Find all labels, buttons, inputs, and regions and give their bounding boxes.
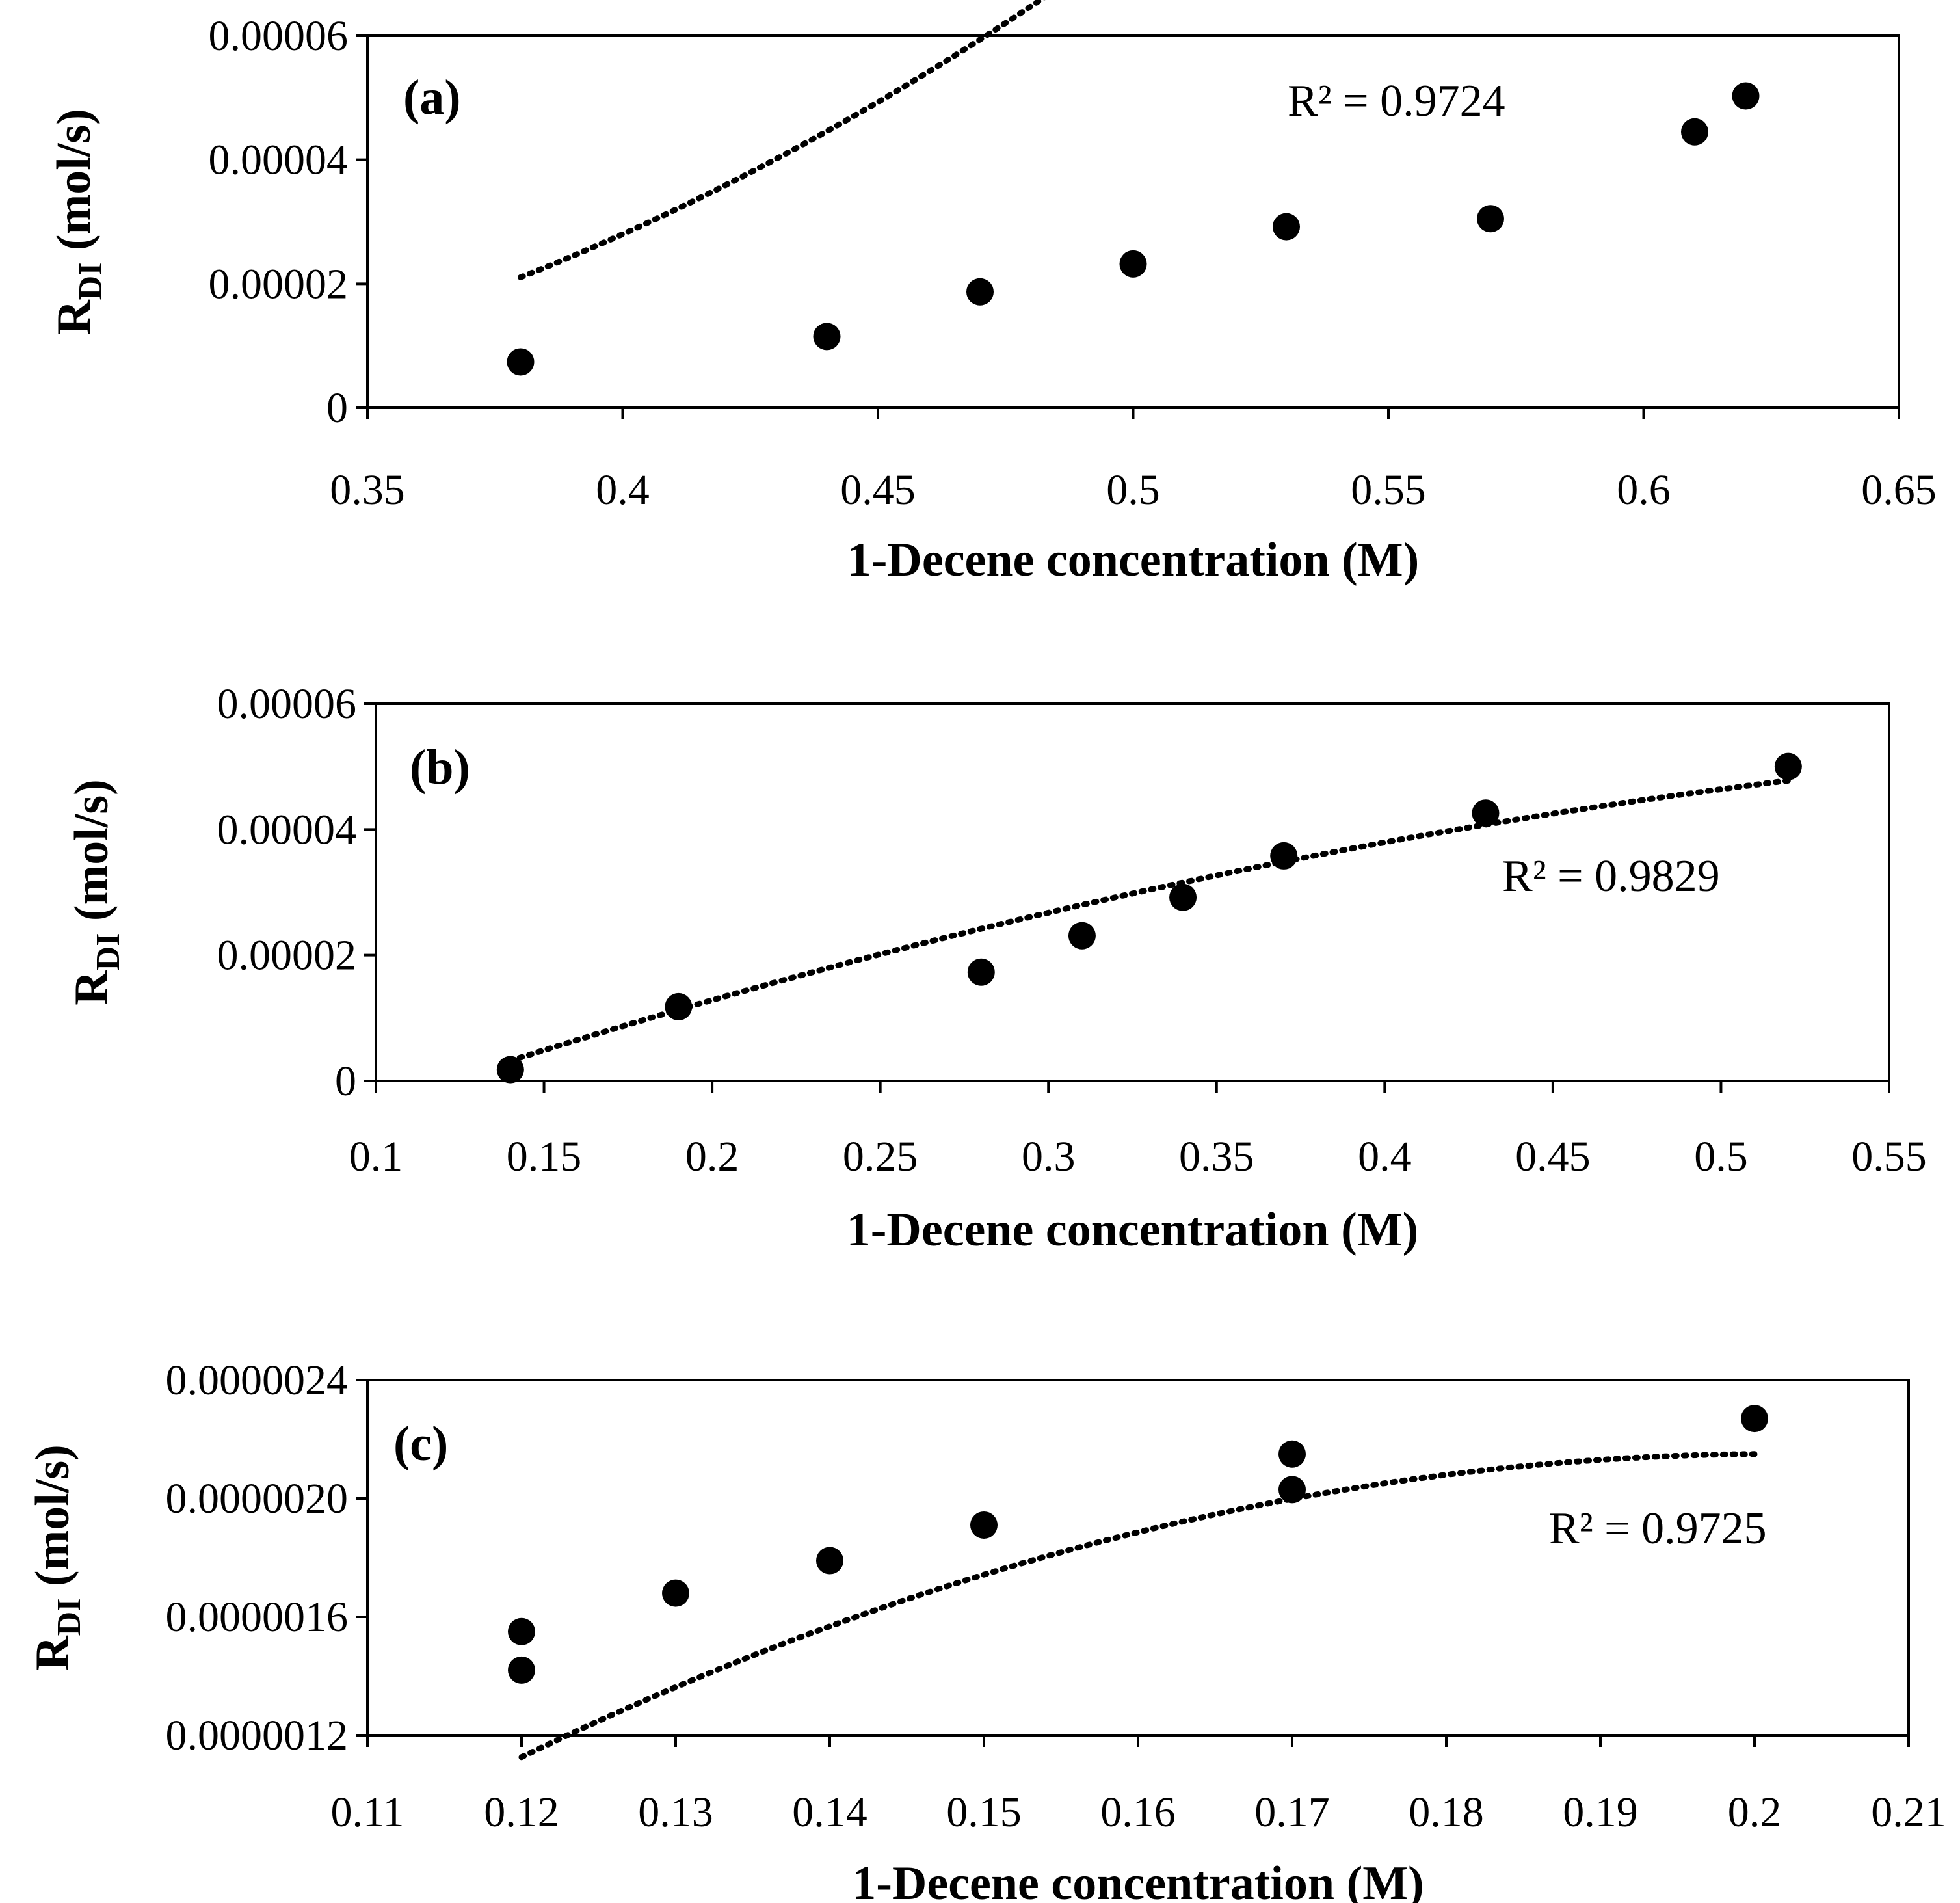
x-tick-label: 0.2 (1728, 1789, 1782, 1836)
data-point (508, 1656, 535, 1684)
plot-frame (366, 1379, 1910, 1737)
x-tick-label: 0.2 (685, 1133, 739, 1180)
y-axis-title-subscript: DI (90, 933, 127, 971)
y-tick-label: 0.00004 (209, 137, 349, 184)
data-point (1774, 752, 1802, 780)
x-tick-label: 0.5 (1106, 466, 1160, 514)
x-axis-title: 1-Decene concentration (M) (847, 1203, 1418, 1257)
data-point (1278, 1476, 1306, 1504)
y-tick-label: 0.0000012 (166, 1712, 349, 1759)
x-tick-label: 0.55 (1351, 466, 1426, 514)
plot-frame (366, 34, 1900, 409)
x-tick-label: 0.25 (843, 1133, 918, 1180)
y-axis-title-main: R (26, 1635, 79, 1671)
data-point (1477, 205, 1504, 233)
x-tick-label: 0.4 (1358, 1133, 1412, 1180)
x-tick-label: 0.15 (507, 1133, 582, 1180)
y-tick-label: 0.00006 (209, 12, 349, 60)
data-point (662, 1579, 689, 1607)
x-tick-label: 0.45 (1515, 1133, 1591, 1180)
data-point (508, 1617, 535, 1645)
data-point (1681, 118, 1708, 146)
x-axis-title: 1-Decene concentration (M) (852, 1857, 1424, 1903)
data-point (665, 992, 693, 1020)
y-tick-label: 0.0000020 (166, 1475, 349, 1523)
x-tick-label: 0.12 (484, 1789, 559, 1836)
data-point (967, 958, 995, 986)
y-tick-label: 0.00002 (217, 932, 357, 979)
x-tick-label: 0.14 (792, 1789, 867, 1836)
data-point (816, 1547, 843, 1575)
x-axis-title: 1-Decene concentration (M) (847, 533, 1419, 587)
y-tick-label: 0 (335, 1058, 356, 1105)
data-point (966, 278, 994, 306)
trendline (518, 0, 1046, 280)
trendline (507, 777, 1792, 1064)
x-tick-label: 0.35 (330, 466, 405, 514)
x-tick-label: 0.5 (1694, 1133, 1748, 1180)
x-tick-label: 0.4 (596, 466, 650, 514)
y-tick-label: 0.00002 (209, 260, 349, 308)
x-tick-label: 0.16 (1100, 1789, 1176, 1836)
data-point (1472, 799, 1500, 827)
data-point (813, 323, 841, 351)
x-tick-label: 0.11 (330, 1789, 404, 1836)
data-point (1270, 842, 1298, 870)
y-axis-title: RDI (mol/s) (65, 779, 127, 1005)
y-axis-title-main: R (47, 299, 101, 335)
x-tick-label: 0.17 (1254, 1789, 1330, 1836)
r-squared-label: R² = 0.9724 (1288, 76, 1505, 126)
x-tick-label: 0.18 (1409, 1789, 1484, 1836)
y-tick-label: 0.0000024 (166, 1357, 349, 1404)
data-point (1741, 1405, 1768, 1433)
x-tick-label: 0.3 (1022, 1133, 1076, 1180)
panel-a: 0 0.00002 0.00004 0.00006 0.35 0.4 0.45 0.5 0.55… (47, 0, 1937, 587)
x-tick-label: 0.15 (946, 1789, 1022, 1836)
x-tick-label: 0.6 (1617, 466, 1671, 514)
y-axis-title-units: (mol/s) (26, 1444, 79, 1598)
data-point (970, 1511, 998, 1539)
data-point (1732, 82, 1760, 110)
r-squared-label: R² = 0.9829 (1502, 851, 1720, 901)
panel-label: (b) (410, 740, 470, 795)
x-tick-label: 0.55 (1851, 1133, 1927, 1180)
y-axis-title: RDI (mol/s) (26, 1444, 88, 1671)
y-axis-title-units: (mol/s) (47, 109, 101, 262)
y-axis-title: RDI (mol/s) (47, 109, 109, 335)
y-axis-title-units: (mol/s) (65, 779, 118, 933)
x-tick-label: 0.1 (349, 1133, 403, 1180)
data-point (1068, 922, 1096, 950)
panel-label: (a) (403, 70, 461, 125)
data-point (1278, 1440, 1306, 1468)
x-tick-label: 0.21 (1871, 1789, 1946, 1836)
data-point (1169, 883, 1197, 911)
y-tick-label: 0.00004 (217, 806, 357, 853)
y-axis-title-main: R (65, 970, 118, 1005)
panel-label: (c) (393, 1417, 448, 1471)
plot-frame (375, 702, 1890, 1082)
x-tick-label: 0.65 (1861, 466, 1937, 514)
panel-c: 0.0000012 0.0000016 0.0000020 0.0000024 0.11… (26, 1357, 1946, 1903)
x-tick-label: 0.35 (1179, 1133, 1254, 1180)
data-point (507, 348, 535, 376)
y-axis-title-subscript: DI (51, 1599, 88, 1636)
data-point (496, 1056, 524, 1084)
x-tick-label: 0.19 (1563, 1789, 1638, 1836)
y-tick-label: 0 (326, 384, 348, 432)
data-point (1273, 213, 1300, 241)
x-tick-label: 0.13 (638, 1789, 713, 1836)
panel-b: 0 0.00002 0.00004 0.00006 0.1 0.15 0.2 0.25 0.3 0… (65, 680, 1927, 1257)
y-axis-title-subscript: DI (72, 263, 109, 300)
y-tick-label: 0.00006 (217, 680, 357, 728)
x-tick-label: 0.45 (840, 466, 916, 514)
data-point (1119, 250, 1147, 278)
trendline (518, 1451, 1758, 1761)
r-squared-label: R² = 0.9725 (1549, 1504, 1767, 1554)
y-tick-label: 0.0000016 (166, 1593, 349, 1641)
